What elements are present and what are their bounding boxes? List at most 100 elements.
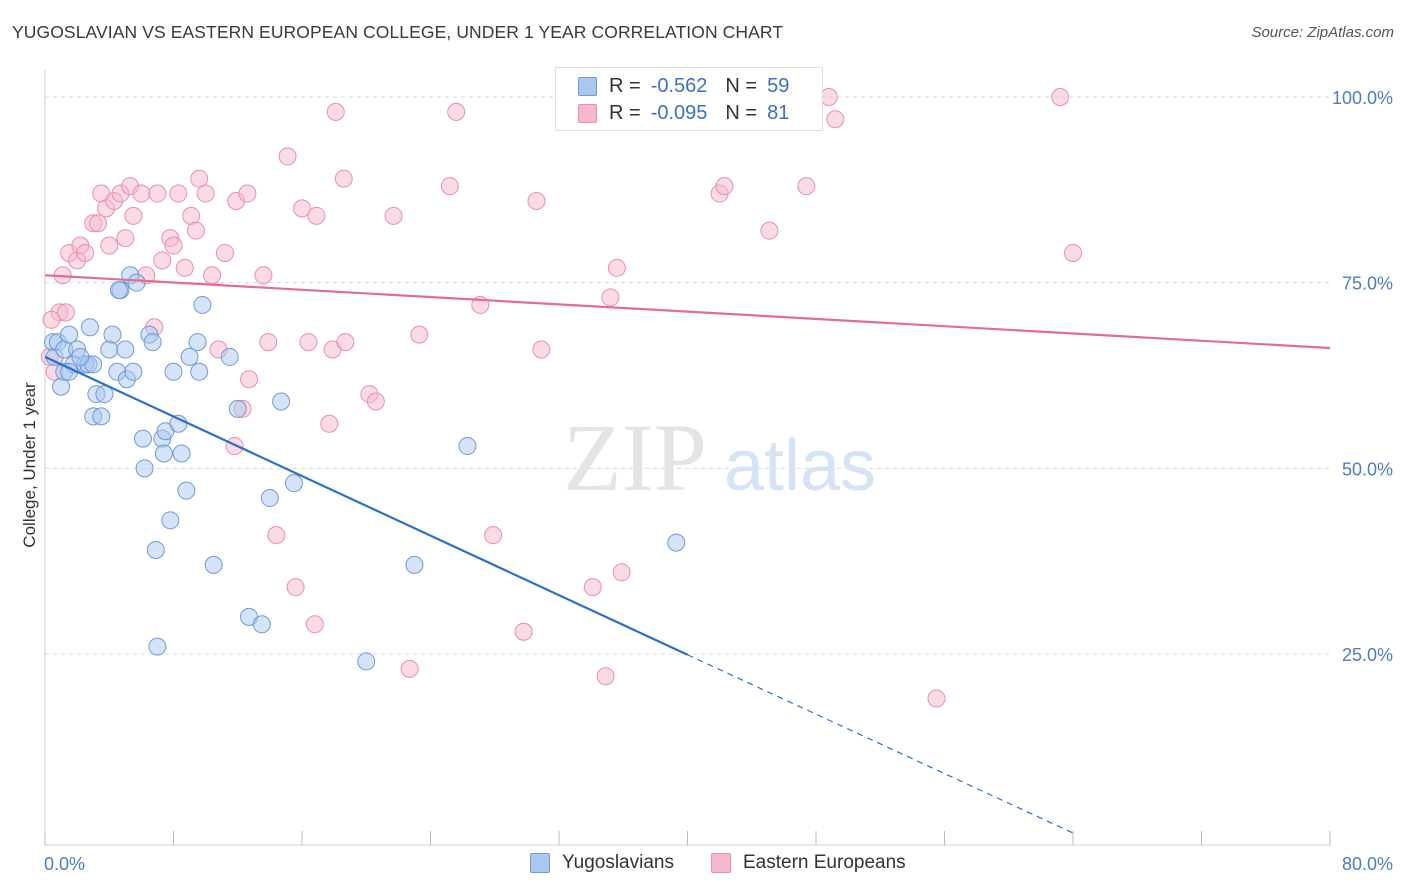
data-point-eastern-europeans	[299, 333, 318, 352]
data-point-yugoslavians	[667, 533, 686, 552]
r-value: -0.095	[650, 101, 708, 124]
n-value: 81	[767, 101, 790, 124]
data-point-eastern-europeans	[760, 221, 779, 240]
blue-swatch	[578, 76, 597, 96]
n-label: N =	[725, 74, 758, 97]
data-point-yugoslavians	[135, 459, 154, 478]
data-point-eastern-europeans	[384, 206, 403, 225]
y-tick-label: 25.0%	[1342, 645, 1393, 665]
tick-labels: 25.0% 50.0% 75.0% 100.0% 0.0% 80.0%	[44, 88, 1393, 874]
data-point-yugoslavians	[180, 347, 199, 366]
data-point-yugoslavians	[116, 340, 135, 359]
x-tick-label: 0.0%	[44, 854, 85, 874]
data-point-yugoslavians	[260, 489, 279, 508]
series-legend: Yugoslavians Eastern Europeans	[0, 852, 1406, 878]
n-label: N =	[725, 101, 758, 124]
legend-item-yugoslavians[interactable]: Yugoslavians	[530, 852, 674, 874]
data-point-eastern-europeans	[116, 229, 135, 248]
data-point-eastern-europeans	[175, 258, 194, 277]
data-point-eastern-europeans	[42, 310, 61, 329]
stats-row-yugoslavians: R = -0.562 N = 59	[578, 72, 789, 100]
data-point-yugoslavians	[357, 652, 376, 671]
blue-swatch	[530, 853, 550, 873]
source-label: Source: ZipAtlas.com	[1251, 24, 1394, 41]
legend-item-eastern-europeans[interactable]: Eastern Europeans	[711, 852, 906, 874]
stats-legend: R = -0.562 N = 59 R = -0.095 N = 81	[555, 67, 823, 131]
data-point-eastern-europeans	[484, 526, 503, 545]
x-tick-label: 80.0%	[1342, 854, 1393, 874]
y-tick-label: 100.0%	[1332, 88, 1393, 108]
data-point-eastern-europeans	[927, 689, 946, 708]
data-point-eastern-europeans	[203, 266, 222, 285]
data-point-eastern-europeans	[826, 110, 845, 129]
data-point-yugoslavians	[284, 474, 303, 493]
data-point-yugoslavians	[228, 399, 247, 418]
data-point-yugoslavians	[143, 333, 162, 352]
trend-lines	[44, 274, 1331, 835]
eastern-europeans-points	[40, 88, 1082, 708]
data-point-eastern-europeans	[215, 243, 234, 262]
data-point-eastern-europeans	[190, 169, 209, 188]
data-point-yugoslavians	[92, 407, 111, 426]
data-point-eastern-europeans	[238, 184, 257, 203]
y-tick-label: 50.0%	[1342, 459, 1393, 479]
data-point-yugoslavians	[133, 429, 152, 448]
y-tick-label: 75.0%	[1342, 274, 1393, 294]
data-point-eastern-europeans	[514, 622, 533, 641]
data-point-eastern-europeans	[100, 236, 119, 255]
data-point-yugoslavians	[100, 340, 119, 359]
data-point-eastern-europeans	[715, 177, 734, 196]
data-point-eastern-europeans	[148, 184, 167, 203]
data-point-yugoslavians	[193, 295, 212, 314]
data-point-yugoslavians	[52, 377, 71, 396]
data-point-eastern-europeans	[239, 370, 258, 389]
data-point-eastern-europeans	[366, 392, 385, 411]
n-value: 59	[767, 74, 790, 97]
data-point-eastern-europeans	[164, 236, 183, 255]
data-point-eastern-europeans	[336, 333, 355, 352]
data-point-eastern-europeans	[532, 340, 551, 359]
r-value: -0.562	[650, 74, 708, 97]
data-point-yugoslavians	[148, 637, 167, 656]
data-point-eastern-europeans	[607, 258, 626, 277]
data-point-eastern-europeans	[132, 184, 151, 203]
data-point-yugoslavians	[188, 333, 207, 352]
trend-line-yugoslavians-extension	[687, 654, 1075, 835]
data-point-eastern-europeans	[267, 526, 286, 545]
data-point-yugoslavians	[161, 511, 180, 530]
pink-swatch	[711, 853, 731, 873]
legend-label: Eastern Europeans	[743, 852, 906, 873]
data-point-eastern-europeans	[1051, 88, 1070, 106]
legend-label: Yugoslavians	[562, 852, 674, 873]
data-point-eastern-europeans	[307, 206, 326, 225]
data-point-yugoslavians	[109, 281, 128, 300]
data-point-eastern-europeans	[305, 615, 324, 634]
yugoslavians-points	[44, 266, 686, 671]
data-point-eastern-europeans	[278, 147, 297, 166]
watermark-zip: ZIP	[563, 404, 707, 511]
data-point-yugoslavians	[71, 347, 90, 366]
data-point-yugoslavians	[154, 444, 173, 463]
watermark: ZIP atlas	[563, 404, 876, 511]
data-point-eastern-europeans	[186, 221, 205, 240]
data-point-eastern-europeans	[89, 214, 108, 233]
data-point-yugoslavians	[458, 437, 477, 456]
trend-line-eastern-europeans	[44, 274, 1331, 350]
data-point-yugoslavians	[172, 444, 191, 463]
data-point-yugoslavians	[177, 481, 196, 500]
data-point-eastern-europeans	[56, 303, 75, 322]
data-point-eastern-europeans	[196, 184, 215, 203]
trend-line-yugoslavians	[44, 355, 688, 656]
data-point-eastern-europeans	[440, 177, 459, 196]
data-point-yugoslavians	[190, 362, 209, 381]
stats-row-eastern-europeans: R = -0.095 N = 81	[578, 99, 789, 127]
data-point-yugoslavians	[60, 325, 79, 344]
data-point-eastern-europeans	[410, 325, 429, 344]
data-point-eastern-europeans	[225, 437, 244, 456]
data-point-eastern-europeans	[601, 288, 620, 307]
data-point-eastern-europeans	[583, 578, 602, 597]
data-point-eastern-europeans	[400, 659, 419, 678]
data-point-yugoslavians	[80, 318, 99, 337]
data-point-eastern-europeans	[527, 191, 546, 210]
